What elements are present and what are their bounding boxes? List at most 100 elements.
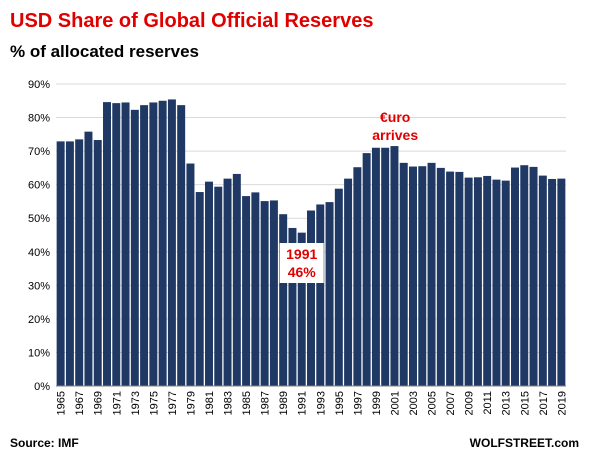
y-tick-label: 10%: [28, 347, 50, 359]
bar-1966: [65, 141, 74, 386]
x-tick-label: 1981: [204, 391, 216, 415]
x-tick-label: 1989: [278, 391, 290, 415]
bar-2018: [548, 178, 557, 386]
x-tick-label: 1965: [56, 391, 68, 415]
bar-2006: [436, 167, 445, 386]
bar-2005: [427, 162, 436, 386]
x-tick-label: 1969: [93, 391, 105, 415]
x-tick-label: 2017: [538, 391, 550, 415]
x-tick-label: 1983: [223, 391, 235, 415]
x-tick-label: 2001: [389, 391, 401, 415]
bar-1998: [362, 153, 371, 386]
source-note: Source: IMF: [10, 436, 79, 450]
bar-1979: [186, 163, 195, 386]
bar-2016: [529, 166, 538, 386]
bar-1985: [242, 196, 251, 386]
bar-2014: [511, 167, 519, 386]
bar-1975: [149, 102, 158, 386]
x-tick-label: 1975: [148, 391, 160, 415]
bar-1967: [75, 139, 84, 386]
bar-1990: [288, 227, 297, 386]
bar-2001: [390, 146, 399, 386]
x-tick-label: 2011: [482, 391, 494, 415]
bar-1980: [195, 192, 204, 386]
bar-1997: [353, 167, 362, 386]
x-tick-label: 1979: [185, 391, 197, 415]
bar-1999: [371, 147, 380, 386]
bars: [56, 99, 566, 387]
x-tick-label: 2015: [519, 391, 531, 415]
bar-1971: [112, 103, 121, 387]
bar-1977: [167, 99, 176, 387]
bar-2010: [473, 177, 482, 386]
x-tick-label: 1971: [111, 391, 123, 415]
x-tick-label: 2019: [556, 391, 568, 415]
bar-1988: [269, 200, 278, 386]
chart-title: USD Share of Global Official Reserves: [10, 10, 374, 32]
bar-1972: [121, 102, 130, 386]
y-tick-label: 90%: [28, 79, 50, 91]
bar-2002: [399, 162, 408, 386]
annotation-1991-low: 46%: [288, 264, 317, 280]
bar-2007: [446, 171, 455, 386]
bar-2012: [492, 179, 501, 386]
x-tick-label: 1987: [260, 391, 272, 415]
x-tick-label: 1977: [167, 391, 179, 415]
bar-1993: [316, 204, 325, 386]
bar-1965: [56, 141, 65, 386]
x-tick-label: 2003: [408, 391, 420, 415]
y-tick-label: 0%: [34, 381, 50, 393]
bar-2004: [418, 166, 427, 386]
bar-1992: [307, 210, 315, 386]
y-tick-label: 70%: [28, 146, 50, 158]
y-axis-ticks: 0% 10% 20% 30% 40% 50% 60% 70% 80% 90%: [28, 79, 50, 393]
x-tick-label: 1997: [352, 391, 364, 415]
bar-1978: [177, 105, 186, 386]
bar-2017: [538, 175, 547, 386]
x-tick-label: 1973: [130, 391, 142, 415]
y-tick-label: 30%: [28, 280, 50, 292]
x-tick-label: 1991: [297, 391, 309, 415]
bar-1994: [325, 202, 334, 386]
x-tick-label: 1993: [315, 391, 327, 415]
bar-2019: [557, 178, 566, 386]
bar-1995: [334, 188, 343, 386]
bar-1991: [297, 232, 306, 386]
bar-1973: [130, 109, 139, 387]
x-tick-label: 2007: [445, 391, 457, 415]
credit-note: WOLFSTREET.com: [469, 436, 579, 450]
x-tick-label: 1995: [334, 391, 346, 415]
bar-2000: [381, 147, 390, 386]
bar-2009: [464, 177, 473, 386]
annotation-box-1991: [279, 243, 324, 283]
bar-2008: [455, 171, 464, 386]
bar-1968: [84, 131, 93, 386]
bar-1987: [260, 201, 269, 386]
bar-1989: [279, 214, 288, 386]
x-tick-label: 1999: [371, 391, 383, 415]
bar-1983: [223, 178, 232, 386]
x-tick-label: 2005: [427, 391, 439, 415]
annotation-1991-low: 1991: [286, 246, 317, 262]
bar-1981: [205, 181, 213, 386]
bar-1982: [214, 186, 223, 386]
x-tick-label: 2009: [464, 391, 476, 415]
bar-2015: [520, 165, 529, 386]
x-axis-ticks: 1965 1967 1969 1971 1973 1975 1977 1979 1981 1983…: [56, 391, 569, 415]
annotation-euro-arrives: arrives: [372, 127, 418, 143]
y-tick-label: 40%: [28, 247, 50, 259]
bar-1970: [103, 102, 111, 387]
x-tick-label: 2013: [501, 391, 513, 415]
chart-subtitle: % of allocated reserves: [10, 42, 199, 61]
bar-2013: [501, 180, 510, 386]
bar-1986: [251, 192, 260, 386]
y-tick-label: 60%: [28, 180, 50, 192]
bar-1984: [232, 173, 241, 386]
bar-2003: [409, 166, 417, 386]
y-tick-label: 80%: [28, 113, 50, 125]
x-tick-label: 1985: [241, 391, 253, 415]
bar-1996: [344, 178, 353, 386]
annotation-euro-arrives: €uro: [380, 109, 410, 125]
bar-1969: [93, 140, 102, 386]
